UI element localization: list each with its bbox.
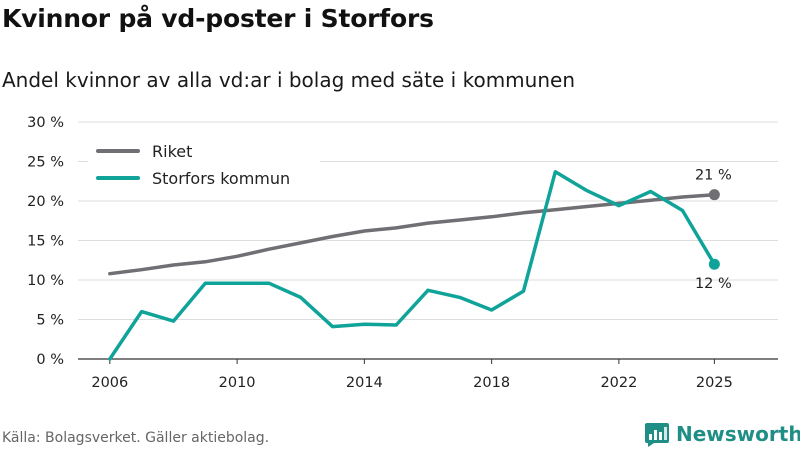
legend-background xyxy=(88,134,320,196)
series-line-storfors xyxy=(108,170,717,361)
series-line-riket xyxy=(108,192,717,276)
x-tick-label: 2018 xyxy=(473,375,510,391)
end-label-riket: 21 % xyxy=(695,168,732,184)
newsworthy-logo: Newsworthy xyxy=(644,420,800,448)
x-tick-label: 2010 xyxy=(219,375,256,391)
y-tick-label: 25 % xyxy=(27,155,64,171)
y-tick-label: 10 % xyxy=(27,273,64,289)
end-marker-storfors xyxy=(708,258,720,270)
newsworthy-logo-text: Newsworthy xyxy=(676,422,800,446)
end-label-storfors: 12 % xyxy=(695,276,732,292)
y-tick-label: 15 % xyxy=(27,234,64,250)
newsworthy-logo-icon xyxy=(645,423,669,447)
source-note: Källa: Bolagsverket. Gäller aktiebolag. xyxy=(2,430,270,446)
end-marker-riket xyxy=(708,189,720,201)
legend-label-storfors: Storfors kommun xyxy=(152,169,290,188)
y-tick-label: 20 % xyxy=(27,194,64,210)
x-tick-label: 2025 xyxy=(696,375,733,391)
x-tick-label: 2006 xyxy=(91,375,128,391)
x-tick-label: 2014 xyxy=(346,375,383,391)
y-tick-label: 0 % xyxy=(36,352,64,368)
x-tick-label: 2022 xyxy=(600,375,637,391)
chart-title: Kvinnor på vd-poster i Storfors xyxy=(2,4,434,33)
chart-subtitle: Andel kvinnor av alla vd:ar i bolag med … xyxy=(2,68,575,92)
y-tick-label: 5 % xyxy=(36,313,64,329)
y-tick-label: 30 % xyxy=(27,115,64,131)
legend-label-riket: Riket xyxy=(152,142,192,161)
